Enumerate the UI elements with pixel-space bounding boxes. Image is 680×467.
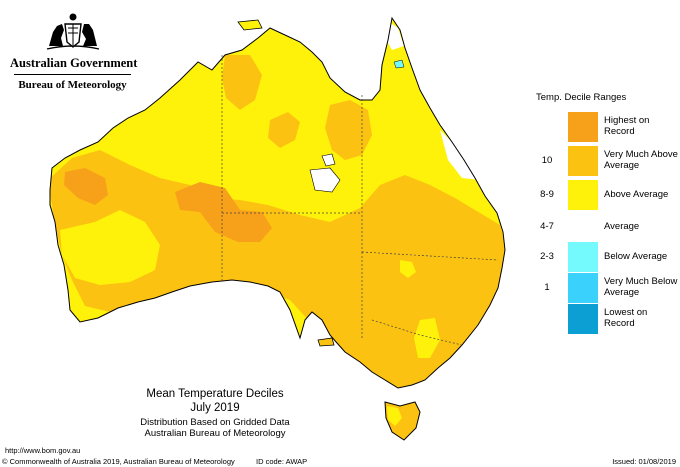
map-title: Mean Temperature Deciles xyxy=(146,388,284,400)
tasmania-above-average-patch xyxy=(387,406,402,426)
legend-range: 1 xyxy=(544,282,550,293)
map-caption: Mean Temperature Deciles July 2019 Distr… xyxy=(120,388,310,439)
government-title: Australian Government xyxy=(10,56,138,70)
footer-id-code: ID code: AWAP xyxy=(256,457,308,466)
legend-row: 2-3 Below Average xyxy=(532,242,680,272)
average-patch-nt-small xyxy=(321,153,336,167)
map-subtitle-2: Australian Bureau of Meteorology xyxy=(144,428,286,439)
mainland-coastline xyxy=(49,16,506,389)
legend-swatch xyxy=(568,180,598,210)
above-average-patch-qld xyxy=(400,260,416,278)
melville-island xyxy=(237,19,263,31)
legend-label: Very Much Above Average xyxy=(604,149,678,171)
legend-swatch xyxy=(568,146,598,176)
legend-label: Above Average xyxy=(604,189,669,200)
legend-swatch xyxy=(568,304,598,334)
legend-title: Temp. Decile Ranges xyxy=(536,92,627,103)
legend-label: Below Average xyxy=(604,251,668,262)
kangaroo-island xyxy=(317,337,335,347)
legend-label: Lowest on Record xyxy=(604,307,648,329)
legend-swatch xyxy=(568,112,598,142)
footer-copyright: © Commonwealth of Australia 2019, Austra… xyxy=(2,457,235,466)
legend-row: Lowest on Record xyxy=(532,304,680,334)
very-much-above-region-nt xyxy=(325,100,372,160)
record-high-region-central xyxy=(175,182,272,242)
very-much-above-region-north xyxy=(222,55,262,110)
legend-range: 2-3 xyxy=(540,251,554,262)
very-much-above-region-central xyxy=(268,112,300,148)
legend-label: Very Much Below Average xyxy=(604,276,678,298)
footer-issued-date: Issued: 01/08/2019 xyxy=(612,457,676,466)
above-average-patch-vic xyxy=(414,318,440,358)
footer-url: http://www.bom.gov.au xyxy=(5,446,81,455)
legend-row: Highest on Record xyxy=(532,112,680,142)
legend-row: 10 Very Much Above Average xyxy=(532,146,680,176)
legend-swatch xyxy=(568,212,598,242)
coat-of-arms-icon xyxy=(46,13,99,50)
legend-swatch xyxy=(568,242,598,272)
legend-label: Average xyxy=(604,221,640,232)
legend-range: 10 xyxy=(541,155,553,166)
government-logo: Australian Government Bureau of Meteorol… xyxy=(10,12,138,91)
bureau-title: Bureau of Meteorology xyxy=(18,79,127,91)
legend-swatch xyxy=(568,273,598,303)
border-qld-nsw xyxy=(361,251,499,261)
legend-row: 4-7 Average xyxy=(532,212,680,242)
record-high-region-pilbara xyxy=(64,168,108,205)
legend-range: 4-7 xyxy=(540,221,554,232)
border-nsw-vic xyxy=(371,319,463,346)
legend-range: 8-9 xyxy=(540,189,554,200)
very-much-above-region-west xyxy=(50,150,505,388)
legend-label: Highest on Record xyxy=(604,115,650,137)
legend-row: 8-9 Above Average xyxy=(532,180,680,210)
map-subtitle-1: Distribution Based on Gridded Data xyxy=(140,417,290,428)
logo-divider xyxy=(14,74,131,75)
state-borders xyxy=(221,55,499,346)
legend-row: 1 Very Much Below Average xyxy=(532,273,680,303)
above-average-patch-southwest xyxy=(60,210,160,285)
map-period: July 2019 xyxy=(190,402,240,414)
average-patch-nt xyxy=(309,167,341,193)
below-average-patch-cape-york xyxy=(393,59,405,69)
